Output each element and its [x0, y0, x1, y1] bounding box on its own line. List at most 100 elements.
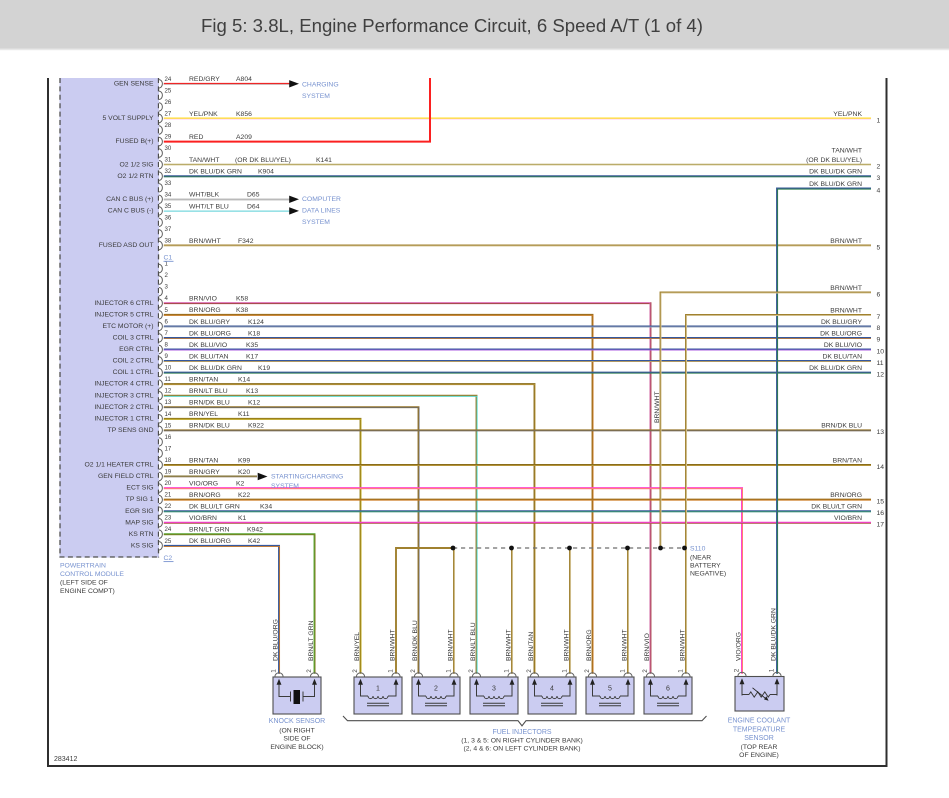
svg-text:K18: K18 [248, 330, 260, 337]
svg-text:INJECTOR 5 CTRL: INJECTOR 5 CTRL [94, 311, 153, 318]
svg-text:GEN SENSE: GEN SENSE [114, 80, 154, 87]
svg-text:K99: K99 [238, 457, 250, 464]
svg-text:(ON RIGHT: (ON RIGHT [279, 727, 315, 734]
svg-text:GEN FIELD CTRL: GEN FIELD CTRL [98, 473, 154, 480]
svg-text:MAP SIG: MAP SIG [125, 519, 153, 526]
svg-text:BRN/LT GRN: BRN/LT GRN [189, 527, 230, 534]
svg-text:12: 12 [165, 388, 172, 395]
svg-text:37: 37 [165, 226, 172, 233]
svg-text:2: 2 [468, 669, 475, 673]
svg-text:3: 3 [877, 175, 881, 182]
svg-text:DATA LINES: DATA LINES [302, 207, 341, 214]
svg-text:23: 23 [165, 515, 172, 522]
svg-text:D64: D64 [247, 203, 260, 210]
svg-text:BRN/VIO: BRN/VIO [644, 633, 651, 661]
svg-text:INJECTOR 2 CTRL: INJECTOR 2 CTRL [94, 404, 153, 411]
svg-text:DK BLU/DK GRN: DK BLU/DK GRN [189, 169, 242, 176]
svg-text:BRN/WHT: BRN/WHT [563, 629, 570, 661]
svg-text:S110: S110 [690, 545, 706, 552]
svg-text:CONTROL MODULE: CONTROL MODULE [60, 571, 124, 578]
svg-text:KS RTN: KS RTN [129, 531, 154, 538]
svg-text:38: 38 [165, 238, 172, 245]
svg-text:2: 2 [584, 669, 591, 673]
svg-text:1: 1 [769, 668, 776, 672]
svg-text:BRN/DK BLU: BRN/DK BLU [189, 423, 230, 430]
svg-text:8: 8 [165, 342, 169, 349]
svg-text:5 VOLT SUPPLY: 5 VOLT SUPPLY [103, 115, 154, 122]
svg-text:28: 28 [165, 122, 172, 129]
svg-text:17: 17 [165, 445, 172, 452]
svg-text:DK BLU/TAN: DK BLU/TAN [189, 353, 229, 360]
svg-text:BRN/WHT: BRN/WHT [679, 629, 686, 661]
svg-text:4: 4 [165, 295, 169, 302]
svg-text:(TOP REAR: (TOP REAR [741, 744, 778, 751]
svg-text:O2 1/2 RTN: O2 1/2 RTN [117, 173, 153, 180]
svg-text:K20: K20 [238, 469, 250, 476]
svg-text:1: 1 [620, 669, 627, 673]
svg-text:K942: K942 [247, 527, 263, 534]
svg-text:DK BLU/DK GRN: DK BLU/DK GRN [809, 169, 862, 176]
svg-text:C2: C2 [164, 555, 173, 562]
svg-text:8: 8 [877, 325, 881, 332]
svg-text:BRN/TAN: BRN/TAN [528, 632, 535, 661]
svg-text:33: 33 [165, 180, 172, 187]
svg-text:SIDE OF: SIDE OF [283, 735, 310, 742]
svg-text:BRN/YEL: BRN/YEL [189, 411, 218, 418]
svg-text:BRN/WHT: BRN/WHT [830, 238, 862, 245]
svg-text:DK BLU/GRY: DK BLU/GRY [189, 319, 231, 326]
svg-text:COMPUTER: COMPUTER [302, 196, 341, 203]
svg-text:15: 15 [165, 422, 172, 429]
svg-text:27: 27 [165, 111, 172, 118]
svg-text:(OR DK BLU/YEL): (OR DK BLU/YEL) [806, 157, 862, 164]
svg-text:2: 2 [434, 686, 438, 693]
svg-text:BRN/DK BLU: BRN/DK BLU [821, 423, 862, 430]
svg-text:BRN/WHT: BRN/WHT [830, 307, 862, 314]
svg-text:F342: F342 [238, 238, 254, 245]
svg-text:POWERTRAIN: POWERTRAIN [60, 563, 106, 570]
svg-text:21: 21 [165, 492, 172, 499]
svg-text:K35: K35 [246, 342, 258, 349]
svg-text:KS SIG: KS SIG [131, 542, 154, 549]
svg-text:283412: 283412 [54, 756, 77, 763]
svg-text:K19: K19 [258, 365, 270, 372]
svg-text:INJECTOR 4 CTRL: INJECTOR 4 CTRL [94, 381, 153, 388]
svg-text:BRN/WHT: BRN/WHT [621, 629, 628, 661]
svg-text:COIL 1 CTRL: COIL 1 CTRL [113, 369, 154, 376]
svg-text:ETC MOTOR (+): ETC MOTOR (+) [102, 323, 153, 330]
svg-text:COIL 3 CTRL: COIL 3 CTRL [113, 335, 154, 342]
svg-text:STARTING/CHARGING: STARTING/CHARGING [271, 474, 343, 481]
svg-text:10: 10 [877, 348, 885, 355]
svg-text:2: 2 [165, 272, 169, 279]
svg-text:30: 30 [165, 145, 172, 152]
svg-text:Fig 5: 3.8L, Engine Performanc: Fig 5: 3.8L, Engine Performance Circuit,… [201, 15, 703, 36]
svg-text:YEL/PNK: YEL/PNK [189, 111, 218, 118]
svg-text:BATTERY: BATTERY [690, 562, 721, 569]
svg-text:15: 15 [877, 498, 885, 505]
svg-text:INJECTOR 6 CTRL: INJECTOR 6 CTRL [94, 300, 153, 307]
svg-text:TEMPERATURE: TEMPERATURE [733, 726, 786, 733]
svg-text:ENGINE BLOCK): ENGINE BLOCK) [270, 744, 323, 751]
svg-text:35: 35 [165, 203, 172, 210]
svg-text:31: 31 [165, 157, 172, 164]
svg-text:DK BLU/DK GRN: DK BLU/DK GRN [809, 181, 862, 188]
svg-text:1: 1 [271, 669, 278, 673]
svg-text:1: 1 [165, 261, 169, 268]
svg-text:2: 2 [410, 669, 417, 673]
svg-text:K34: K34 [260, 504, 272, 511]
svg-text:A209: A209 [236, 134, 252, 141]
svg-text:24: 24 [165, 76, 172, 83]
svg-text:2: 2 [877, 164, 881, 171]
svg-text:BRN/TAN: BRN/TAN [833, 457, 862, 464]
svg-text:VIO/BRN: VIO/BRN [834, 515, 862, 522]
svg-text:O2 1/1 HEATER CTRL: O2 1/1 HEATER CTRL [85, 462, 154, 469]
svg-text:ENGINE COMPT): ENGINE COMPT) [60, 588, 115, 595]
svg-text:EGR CTRL: EGR CTRL [119, 346, 154, 353]
svg-text:K14: K14 [238, 377, 250, 384]
svg-text:K17: K17 [246, 353, 258, 360]
svg-text:BRN/LT GRN: BRN/LT GRN [308, 620, 315, 661]
svg-text:2: 2 [526, 669, 533, 673]
svg-text:2: 2 [642, 669, 649, 673]
svg-text:K42: K42 [248, 538, 260, 545]
svg-text:34: 34 [165, 191, 172, 198]
svg-text:11: 11 [165, 376, 172, 383]
